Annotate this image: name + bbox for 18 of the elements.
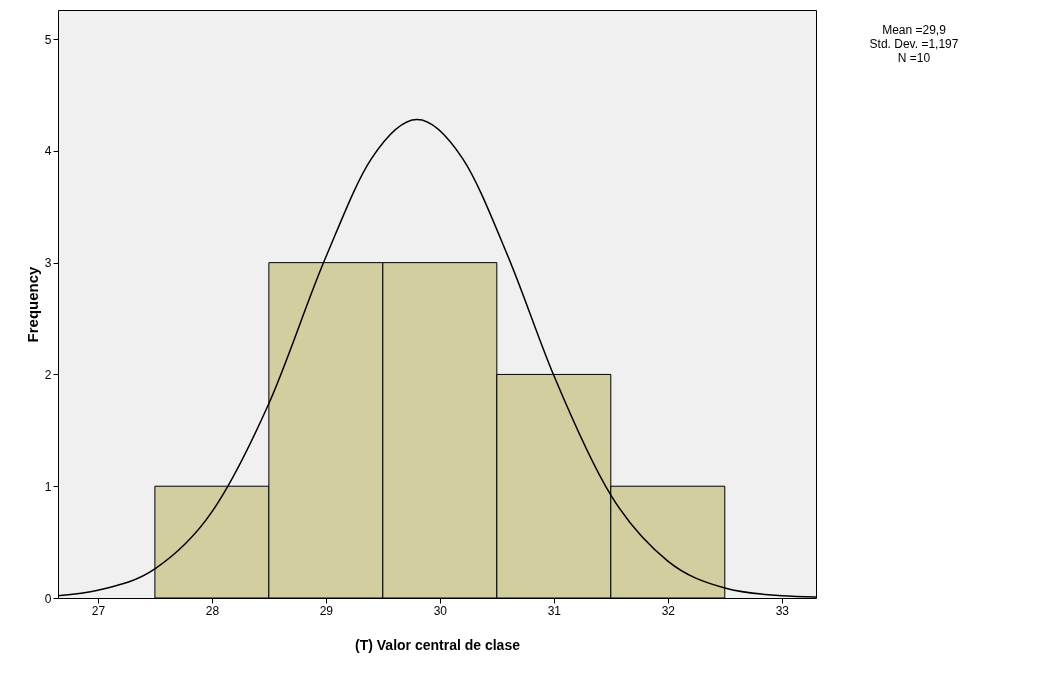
y-tick-label: 0 bbox=[44, 591, 52, 606]
x-tick-label: 27 bbox=[91, 603, 106, 618]
text: Std. Dev. =1,197 bbox=[869, 37, 959, 51]
y-axis-title: Frequency bbox=[23, 265, 41, 343]
x-tick-label: 29 bbox=[319, 603, 334, 618]
text: N =10 bbox=[897, 51, 931, 65]
x-tick-label: 30 bbox=[433, 603, 448, 618]
y-tick-label: 5 bbox=[44, 32, 52, 47]
y-tick-label: 2 bbox=[44, 367, 52, 382]
y-tick-label: 1 bbox=[44, 479, 52, 494]
x-tick-label: 32 bbox=[661, 603, 676, 618]
x-tick-label: 28 bbox=[205, 603, 220, 618]
y-tick-label: 3 bbox=[44, 256, 52, 271]
y-tick-label: 4 bbox=[44, 144, 52, 159]
x-tick-label: 33 bbox=[775, 603, 790, 618]
x-tick-label: 31 bbox=[547, 603, 562, 618]
x-axis-title: (T) Valor central de clase bbox=[355, 636, 521, 653]
text: Mean =29,9 bbox=[882, 23, 947, 37]
